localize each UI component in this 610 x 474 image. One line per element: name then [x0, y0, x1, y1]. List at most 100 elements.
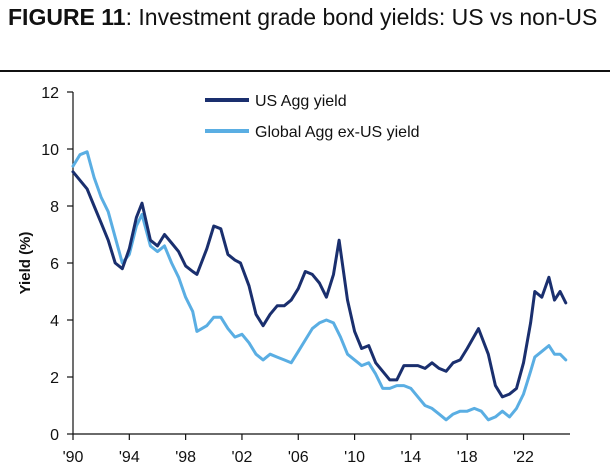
data-point-global-agg-ex-us: [107, 211, 109, 213]
data-point-us-agg: [318, 282, 320, 284]
data-point-us-agg: [178, 251, 180, 253]
data-point-us-agg: [128, 248, 130, 250]
data-point-us-agg: [368, 345, 370, 347]
data-point-us-agg: [466, 347, 468, 350]
data-point-us-agg: [424, 367, 426, 369]
data-point-us-agg: [565, 302, 567, 304]
data-point-us-agg: [290, 299, 292, 301]
data-point-us-agg: [487, 353, 489, 355]
data-point-us-agg: [438, 367, 440, 369]
data-point-global-agg-ex-us: [114, 236, 116, 238]
y-axis-label: Yield (%): [17, 232, 34, 295]
data-point-global-agg-ex-us: [290, 362, 292, 364]
data-point-global-agg-ex-us: [196, 330, 198, 332]
data-point-us-agg: [206, 248, 208, 250]
data-point-us-agg: [410, 365, 412, 367]
data-point-us-agg: [86, 188, 88, 190]
data-point-global-agg-ex-us: [459, 410, 461, 412]
data-point-us-agg: [375, 362, 377, 364]
x-axis: '90 '94 '98 '02 '06 '10 '14 '18 '22: [63, 433, 570, 466]
data-point-global-agg-ex-us: [163, 245, 166, 247]
data-point-us-agg: [227, 253, 229, 255]
data-point-us-agg: [107, 239, 109, 241]
data-point-global-agg-ex-us: [311, 328, 313, 330]
data-point-us-agg: [93, 205, 95, 207]
data-point-global-agg-ex-us: [72, 165, 74, 167]
data-point-global-agg-ex-us: [262, 359, 264, 361]
data-point-us-agg: [100, 222, 102, 224]
data-point-global-agg-ex-us: [135, 225, 137, 227]
data-point-global-agg-ex-us: [417, 396, 419, 398]
data-point-us-agg: [156, 245, 159, 247]
data-point-global-agg-ex-us: [276, 356, 278, 358]
data-point-us-agg: [185, 265, 187, 267]
data-point-us-agg: [452, 362, 454, 364]
data-point-us-agg: [332, 273, 335, 275]
y-tick-label: 2: [50, 370, 59, 387]
data-point-us-agg: [276, 305, 278, 307]
data-point-global-agg-ex-us: [403, 385, 405, 387]
data-point-global-agg-ex-us: [141, 213, 143, 216]
data-point-us-agg: [346, 299, 349, 301]
figure-label: FIGURE 11: [8, 4, 126, 30]
data-point-global-agg-ex-us: [283, 359, 285, 361]
data-point-global-agg-ex-us: [494, 416, 496, 418]
series-line-us-agg: [71, 170, 568, 399]
x-tick-label: '02: [232, 449, 253, 466]
x-tick-label: '14: [400, 449, 421, 466]
data-point-us-agg: [431, 362, 433, 364]
data-point-global-agg-ex-us: [79, 154, 81, 156]
series-lines: [71, 150, 568, 422]
data-point-global-agg-ex-us: [515, 407, 518, 409]
data-point-us-agg: [234, 259, 236, 261]
data-point-us-agg: [501, 396, 503, 398]
data-point-global-agg-ex-us: [553, 353, 556, 355]
data-point-us-agg: [255, 313, 257, 315]
data-point-global-agg-ex-us: [473, 407, 475, 409]
data-point-global-agg-ex-us: [304, 339, 306, 341]
x-tick-label: '98: [175, 449, 196, 466]
data-point-us-agg: [220, 228, 222, 230]
data-point-global-agg-ex-us: [389, 387, 391, 389]
x-tick-label: '94: [119, 449, 140, 466]
y-tick-label: 8: [50, 199, 59, 216]
data-point-global-agg-ex-us: [318, 322, 320, 324]
data-point-us-agg: [515, 387, 518, 389]
data-point-global-agg-ex-us: [339, 336, 342, 338]
legend: US Agg yield Global Agg ex-US yield: [205, 93, 420, 141]
data-point-us-agg: [262, 325, 264, 327]
data-point-global-agg-ex-us: [410, 387, 412, 389]
data-point-global-agg-ex-us: [100, 196, 102, 198]
data-point-global-agg-ex-us: [156, 251, 159, 253]
x-tick-label: '22: [513, 449, 534, 466]
y-tick-label: 10: [41, 142, 59, 159]
data-point-us-agg: [248, 285, 250, 287]
data-point-global-agg-ex-us: [220, 316, 222, 318]
data-point-global-agg-ex-us: [438, 413, 440, 415]
data-point-global-agg-ex-us: [466, 410, 468, 412]
data-point-global-agg-ex-us: [213, 316, 215, 318]
legend-label: US Agg yield: [255, 93, 347, 110]
data-point-global-agg-ex-us: [332, 322, 335, 324]
data-point-global-agg-ex-us: [487, 419, 489, 421]
data-point-us-agg: [149, 239, 151, 241]
data-point-global-agg-ex-us: [548, 345, 550, 347]
data-point-us-agg: [239, 262, 242, 264]
data-point-us-agg: [213, 225, 215, 227]
x-tick-label: '06: [288, 449, 309, 466]
data-point-global-agg-ex-us: [541, 350, 543, 352]
figure-title-text: : Investment grade bond yields: US vs no…: [125, 4, 598, 30]
data-point-us-agg: [304, 270, 306, 273]
data-point-us-agg: [534, 290, 536, 293]
x-tick-label: '18: [457, 449, 478, 466]
data-point-global-agg-ex-us: [86, 151, 88, 153]
x-tick-label: '90: [63, 449, 84, 466]
data-point-us-agg: [522, 362, 525, 364]
data-point-global-agg-ex-us: [368, 362, 370, 364]
y-axis: 0 2 4 6 8 10 12: [41, 85, 74, 444]
y-tick-label: 0: [50, 427, 59, 444]
data-point-global-agg-ex-us: [396, 385, 398, 387]
data-point-global-agg-ex-us: [534, 356, 536, 358]
data-point-global-agg-ex-us: [445, 419, 447, 421]
